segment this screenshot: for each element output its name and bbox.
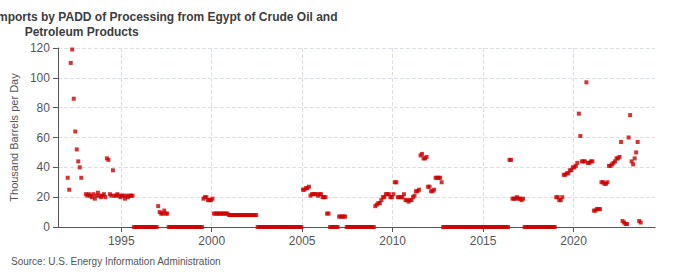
svg-text:2010: 2010	[379, 234, 406, 248]
svg-text:1995: 1995	[108, 234, 135, 248]
svg-text:20: 20	[37, 190, 51, 204]
svg-text:Monthly Gulf Coast (PADD 3) Im: Monthly Gulf Coast (PADD 3) Imports by P…	[0, 10, 338, 24]
svg-text:120: 120	[30, 41, 50, 55]
svg-text:0: 0	[43, 220, 50, 234]
svg-text:Petroleum Products: Petroleum Products	[25, 25, 139, 39]
svg-text:40: 40	[37, 160, 51, 174]
svg-text:2015: 2015	[470, 234, 497, 248]
svg-text:2020: 2020	[560, 234, 587, 248]
svg-text:Source: U.S. Energy Informatio: Source: U.S. Energy Information Administ…	[11, 256, 221, 267]
svg-text:80: 80	[37, 101, 51, 115]
svg-text:2005: 2005	[289, 234, 316, 248]
svg-text:Thousand Barrels per Day: Thousand Barrels per Day	[8, 73, 20, 202]
svg-text:100: 100	[30, 71, 50, 85]
svg-text:2000: 2000	[198, 234, 225, 248]
svg-text:60: 60	[37, 131, 51, 145]
